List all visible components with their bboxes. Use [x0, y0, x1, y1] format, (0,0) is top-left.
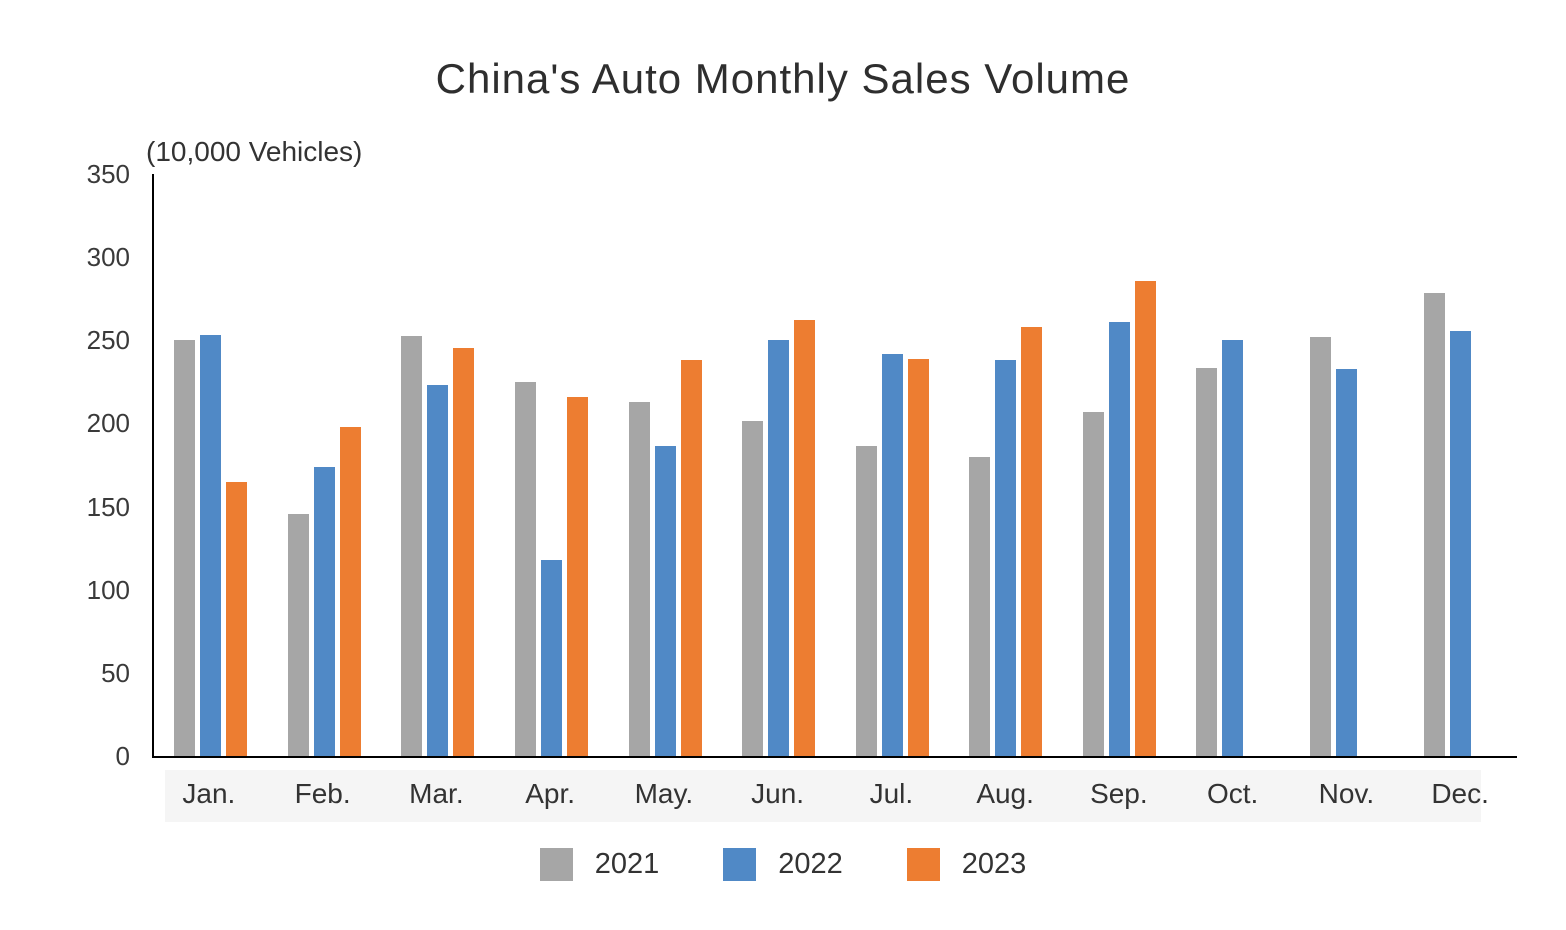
bar-group-inner	[628, 360, 702, 756]
bar-2021-dec	[1423, 292, 1445, 756]
bar-2022-aug	[995, 359, 1017, 756]
legend-label-2022: 2022	[778, 848, 843, 880]
month-label-jul: Jul.	[869, 778, 914, 809]
bar-2023-aug	[1021, 326, 1043, 756]
bar-2022-apr	[541, 559, 563, 756]
bar-2021-feb	[287, 514, 309, 756]
bar-group-inner	[969, 326, 1043, 756]
y-tick-label-100: 100	[86, 574, 130, 605]
y-tick-label-250: 250	[86, 325, 130, 356]
month-label-jan: Jan.	[182, 778, 236, 809]
legend-item-2023: 2023	[906, 848, 1027, 881]
bar-group-inner	[174, 335, 248, 756]
bar-group-inner	[515, 381, 589, 756]
legend-swatch-2021	[539, 848, 573, 881]
bar-2022-nov	[1336, 368, 1358, 756]
legend-swatch-2023	[906, 848, 940, 881]
bar-2022-may	[654, 446, 676, 756]
bar-2022-jun	[768, 340, 790, 756]
bar-2021-mar	[401, 336, 423, 756]
bar-group-inner	[287, 427, 361, 756]
bar-2022-feb	[313, 467, 335, 756]
bar-2022-sep	[1108, 322, 1130, 756]
bar-2021-apr	[515, 381, 537, 756]
bar-group-oct	[1176, 174, 1290, 756]
legend-label-2023: 2023	[961, 848, 1027, 880]
bar-group-inner	[1082, 280, 1156, 756]
bar-2022-oct	[1222, 339, 1244, 756]
bar-group-jan	[154, 174, 268, 756]
bar-2021-aug	[969, 456, 991, 756]
month-label-oct: Oct.	[1206, 778, 1259, 809]
y-axis-unit-label: (10,000 Vehicles)	[146, 136, 363, 167]
y-tick-label-350: 350	[86, 159, 130, 189]
bar-group-may	[608, 174, 722, 756]
bar-2023-feb	[339, 427, 361, 756]
bar-group-inner	[1196, 339, 1269, 756]
bar-2021-nov	[1310, 336, 1332, 756]
month-label-nov: Nov.	[1318, 778, 1375, 809]
bar-group-jun	[722, 174, 836, 756]
bar-group-inner	[401, 336, 475, 756]
bar-2023-apr	[567, 397, 589, 756]
bar-group-jul	[835, 174, 949, 756]
chart-title: China's Auto Monthly Sales Volume	[435, 55, 1131, 102]
y-tick-label-150: 150	[86, 491, 130, 522]
bars-row	[154, 174, 1517, 756]
bar-2021-oct	[1196, 368, 1218, 756]
bar-group-aug	[949, 174, 1063, 756]
y-tick-label-200: 200	[86, 408, 130, 439]
bar-group-inner	[855, 353, 929, 756]
bar-2023-jun	[794, 320, 816, 756]
month-label-sep: Sep.	[1090, 778, 1148, 809]
legend-item-2021: 2021	[539, 848, 660, 881]
legend-swatch-2022	[723, 848, 757, 881]
x-axis-labels: Jan. Feb. Mar. Apr. May. Jun. Jul. Aug. Sep. Oct.…	[152, 766, 1517, 822]
month-label-may: May.	[634, 778, 694, 809]
y-tick-label-300: 300	[86, 242, 130, 273]
y-axis-labels: 0 50 100 150 200 250 300 350	[30, 0, 130, 930]
legend-item-2022: 2022	[723, 848, 843, 881]
bar-2021-jul	[855, 446, 877, 756]
bar-group-feb	[268, 174, 382, 756]
bar-2023-jul	[907, 359, 929, 756]
x-axis-label-band	[165, 770, 1481, 822]
bar-group-dec	[1403, 174, 1517, 756]
bar-group-apr	[495, 174, 609, 756]
bar-2023-sep	[1134, 280, 1156, 756]
legend: 2021 2022 2023	[0, 848, 1566, 881]
bar-2023-may	[680, 360, 702, 756]
bar-2023-mar	[453, 348, 475, 756]
bar-2021-jun	[742, 420, 764, 756]
plot-area	[152, 174, 1517, 758]
bar-2022-mar	[427, 384, 449, 756]
month-label-feb: Feb.	[294, 778, 351, 809]
bar-group-mar	[381, 174, 495, 756]
bar-2021-sep	[1082, 412, 1104, 756]
month-label-dec: Dec.	[1431, 778, 1489, 809]
bar-group-inner	[742, 320, 816, 756]
month-label-mar: Mar.	[409, 778, 464, 809]
y-tick-label-0: 0	[115, 741, 130, 771]
bar-2022-jan	[200, 335, 222, 756]
bar-2021-jan	[174, 339, 196, 756]
bar-2022-jul	[881, 353, 903, 756]
bar-group-nov	[1290, 174, 1404, 756]
bar-group-inner	[1310, 336, 1383, 756]
bar-group-sep	[1063, 174, 1177, 756]
bar-group-inner	[1423, 292, 1497, 756]
month-label-apr: Apr.	[525, 778, 576, 809]
month-label-aug: Aug.	[976, 778, 1034, 809]
month-label-jun: Jun.	[751, 778, 805, 809]
bar-2021-may	[628, 402, 650, 756]
y-tick-label-50: 50	[101, 657, 130, 688]
bar-2022-dec	[1449, 331, 1471, 756]
legend-label-2021: 2021	[594, 848, 660, 880]
bar-2023-jan	[226, 481, 248, 756]
